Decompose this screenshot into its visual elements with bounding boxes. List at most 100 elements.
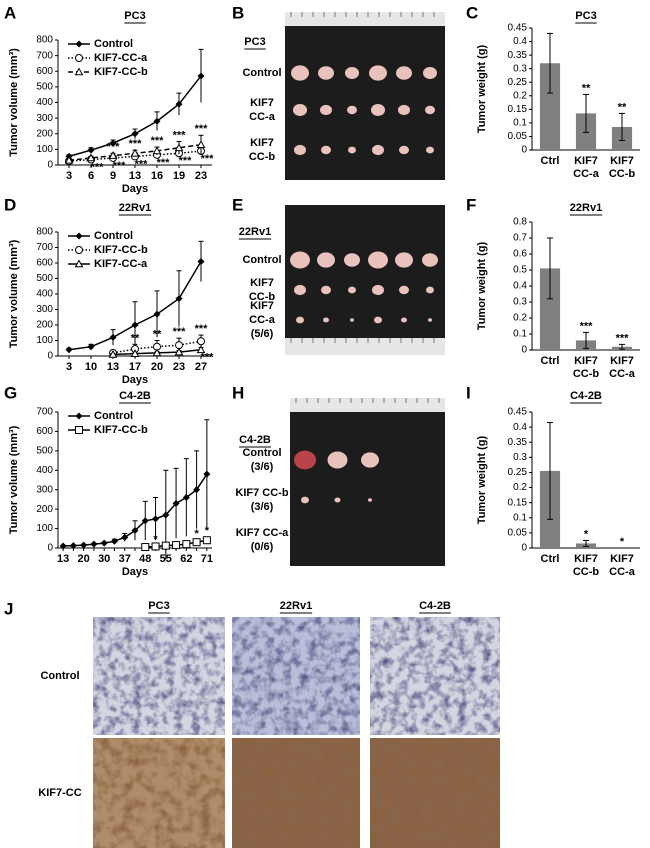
chart-title: 22Rv1 bbox=[119, 202, 151, 214]
marker bbox=[69, 542, 77, 550]
y-axis-label: Tumor weight (g) bbox=[476, 435, 488, 524]
significance: *** bbox=[580, 320, 594, 332]
legend-marker bbox=[75, 426, 83, 434]
marker bbox=[87, 343, 95, 351]
x-tick-label: 3 bbox=[66, 361, 72, 373]
tumor bbox=[399, 285, 409, 295]
marker bbox=[197, 257, 205, 265]
legend-label: Control bbox=[94, 230, 133, 242]
x-tick-label: KIF7 bbox=[574, 355, 598, 367]
marker bbox=[193, 486, 201, 494]
significance: ** bbox=[131, 332, 140, 344]
x-tick-label: CC-a bbox=[573, 168, 600, 180]
tumor bbox=[347, 105, 357, 115]
marker bbox=[121, 533, 129, 541]
tumor bbox=[294, 284, 306, 296]
y-tick-label: 400 bbox=[36, 97, 53, 108]
chart-title: C4-2B bbox=[119, 390, 151, 402]
significance: * bbox=[194, 528, 199, 540]
x-tick-label: 20 bbox=[78, 553, 90, 565]
x-tick-label: 23 bbox=[173, 361, 185, 373]
y-tick-label: 200 bbox=[36, 320, 53, 331]
x-tick-label: 48 bbox=[139, 553, 151, 565]
y-tick-label: 100 bbox=[36, 335, 53, 346]
ihc-texture bbox=[370, 617, 500, 735]
y-tick-label: 0.4 bbox=[513, 36, 527, 47]
y-tick-label: 0.45 bbox=[508, 407, 528, 418]
tumor bbox=[344, 253, 360, 267]
row-label: KIF7-CC bbox=[38, 787, 81, 799]
row-label: KIF7 bbox=[250, 277, 274, 289]
tumor bbox=[334, 497, 341, 503]
y-tick-label: 300 bbox=[36, 113, 53, 124]
marker bbox=[172, 499, 180, 507]
panel-letter: A bbox=[4, 3, 16, 22]
x-tick-label: 37 bbox=[119, 553, 131, 565]
marker bbox=[80, 541, 88, 549]
significance: *** bbox=[91, 161, 105, 173]
tumor bbox=[350, 318, 354, 322]
x-axis-label: Days bbox=[122, 183, 148, 195]
tumor bbox=[423, 67, 437, 79]
marker bbox=[196, 140, 206, 148]
y-tick-label: 0.5 bbox=[513, 265, 527, 276]
row-label: (3/6) bbox=[251, 461, 274, 473]
tumor bbox=[323, 317, 329, 323]
y-tick-label: 0.15 bbox=[508, 497, 528, 508]
significance: *** bbox=[157, 157, 171, 169]
marker bbox=[192, 538, 201, 547]
row-label: KIF7 bbox=[250, 137, 274, 149]
marker bbox=[100, 539, 108, 547]
significance: *** bbox=[135, 158, 149, 170]
row-label: Control bbox=[242, 67, 281, 79]
significance: ** bbox=[582, 82, 591, 94]
tumor bbox=[371, 104, 385, 116]
legend-label: KIF7-CC-a bbox=[94, 258, 148, 270]
chart-title: PC3 bbox=[124, 10, 145, 22]
significance: *** bbox=[107, 141, 121, 153]
y-tick-label: 0 bbox=[47, 160, 53, 171]
x-tick-label: CC-b bbox=[573, 566, 600, 578]
x-tick-label: 27 bbox=[195, 361, 207, 373]
panel-letter: H bbox=[232, 383, 244, 402]
tumor bbox=[426, 146, 434, 154]
y-tick-label: 100 bbox=[36, 144, 53, 155]
marker bbox=[64, 155, 74, 164]
tumor bbox=[321, 145, 331, 155]
y-tick-label: 0.1 bbox=[513, 512, 527, 523]
x-tick-label: KIF7 bbox=[574, 553, 598, 565]
bar bbox=[539, 63, 561, 150]
tumor bbox=[422, 253, 438, 267]
y-tick-label: 600 bbox=[36, 66, 53, 77]
marker bbox=[59, 542, 67, 550]
significance: *** bbox=[179, 155, 193, 167]
marker bbox=[151, 542, 160, 551]
x-tick-label: 30 bbox=[98, 553, 110, 565]
photo bbox=[285, 12, 445, 180]
x-tick-label: 10 bbox=[85, 361, 97, 373]
row-label: KIF7 CC-b bbox=[235, 487, 288, 499]
photo bbox=[285, 205, 445, 355]
tumor bbox=[293, 104, 307, 116]
chart-title: C4-2B bbox=[570, 390, 602, 402]
y-tick-label: 0.3 bbox=[513, 452, 527, 463]
row-label: (3/6) bbox=[251, 501, 274, 513]
marker bbox=[131, 321, 139, 329]
tumor bbox=[399, 145, 409, 155]
marker bbox=[174, 143, 184, 152]
marker bbox=[202, 536, 211, 545]
y-tick-label: 0 bbox=[521, 145, 527, 156]
legend-label: KIF7-CC-b bbox=[94, 424, 148, 436]
y-tick-label: 300 bbox=[36, 304, 53, 315]
tumor bbox=[294, 144, 306, 156]
row-label: KIF7 CC-a bbox=[236, 527, 289, 539]
tumor bbox=[401, 317, 407, 323]
marker bbox=[130, 148, 140, 157]
row-label: CC-b bbox=[249, 291, 276, 303]
tumor bbox=[369, 65, 387, 81]
y-tick-label: 0 bbox=[521, 345, 527, 356]
ruler bbox=[285, 12, 445, 26]
y-tick-label: 0.8 bbox=[513, 217, 527, 228]
tumor bbox=[296, 316, 304, 324]
